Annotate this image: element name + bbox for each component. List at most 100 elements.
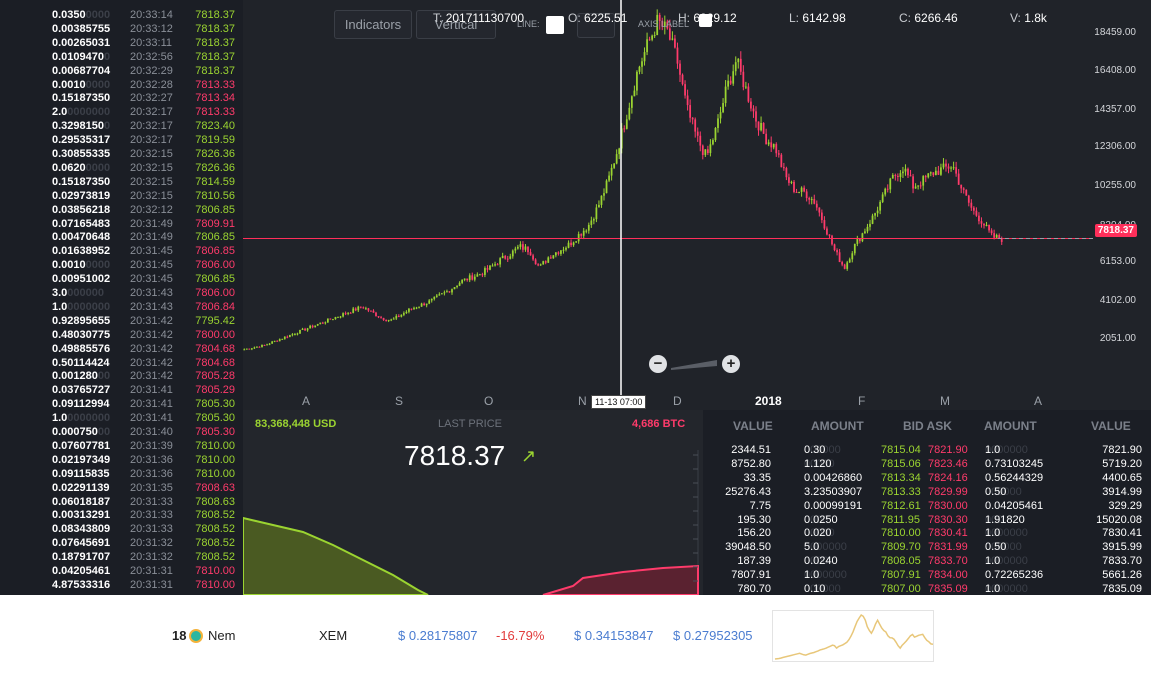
candle-body: [957, 173, 960, 185]
trade-price: 7813.34: [195, 92, 235, 105]
candle-body: [648, 39, 651, 41]
candle-body: [506, 258, 509, 260]
candle-body: [838, 252, 841, 263]
order-book-row[interactable]: 39048.50 5.0 0000000 7809.70 7831.99 0.50 0000…: [703, 540, 1151, 554]
bid-amount: 0.0240 0000: [804, 555, 838, 568]
candle-body: [547, 257, 550, 263]
candle-body: [615, 154, 618, 164]
candle-body: [496, 264, 499, 266]
line-checkbox[interactable]: [546, 16, 564, 34]
candle-body: [767, 142, 770, 145]
order-book-row[interactable]: 7807.91 1.0 0000000 7807.91 7834.00 0.7226523…: [731, 569, 1142, 582]
candle-body: [466, 278, 469, 281]
trade-row: 0.09115835 20:31:36 7810.00: [0, 467, 243, 481]
trade-amount: 0.15187350: [52, 175, 111, 188]
order-book-row[interactable]: 780.70 0.10 000000 7807.00 7835.09 1.0 0000000…: [703, 582, 1151, 595]
last-price-label: LAST PRICE: [438, 418, 502, 430]
trade-row: 0.02197349 20:31:36 7810.00: [0, 453, 243, 467]
candle-body: [486, 268, 489, 270]
y-tick-label: 10255.00: [1094, 180, 1136, 191]
line-style-dropdown[interactable]: [577, 13, 615, 38]
bid-price: 7813.33: [881, 485, 921, 498]
candle-body: [978, 215, 980, 222]
candle-body: [691, 117, 694, 120]
ohlc-open: O: 6225.51: [568, 11, 628, 25]
trade-row: 0.07645691 20:31:32 7808.52: [0, 536, 243, 550]
candle-body: [641, 61, 643, 67]
candle-body: [329, 318, 332, 320]
zoom-out-button[interactable]: −: [649, 355, 667, 373]
trade-time: 20:33:11: [130, 36, 173, 49]
candle-body: [803, 187, 806, 192]
candle-body: [929, 172, 932, 174]
trade-price: 7814.59: [195, 175, 235, 188]
vertical-button[interactable]: Vertical: [416, 10, 496, 39]
candle-body: [967, 195, 970, 203]
order-book-row[interactable]: 7.75 0.00099191 7812.61 7830.00 0.04205461 32…: [749, 499, 1142, 512]
candle-body: [276, 340, 279, 342]
trade-amount: 0.00100000: [52, 78, 111, 91]
zoom-slider[interactable]: [671, 358, 717, 370]
candle-body: [777, 153, 780, 155]
trade-row: 0.01638952 20:31:45 7806.85: [0, 244, 243, 258]
trade-price: 7806.85: [195, 231, 235, 244]
ask-price: 7821.90: [928, 444, 968, 456]
trade-time: 20:31:42: [130, 370, 173, 383]
candle-body: [362, 307, 365, 309]
price-chart[interactable]: Indicators Vertical LINE: AXIS LABEL T: …: [243, 0, 1151, 410]
order-book-row[interactable]: 156.20 0.020 00000 7810.00 7830.41 1.0 0000000…: [703, 526, 1151, 540]
candle-body: [909, 175, 912, 177]
trade-amount: 0.00951002: [52, 273, 111, 286]
line-label: LINE:: [517, 19, 540, 29]
trade-price: 7806.85: [195, 273, 235, 286]
candle-body: [382, 317, 385, 321]
order-book-row[interactable]: 187.39 0.0240 0000 7808.05 7833.70 1.0 0000000…: [703, 554, 1151, 568]
order-book-row[interactable]: 195.30 0.0250 0000 7811.95 7830.30 1.91820 000…: [703, 513, 1151, 527]
trade-row: 0.00075000 20:31:40 7805.30: [0, 425, 243, 439]
candle-body: [770, 142, 773, 148]
axis-label-label: AXIS LABEL: [638, 19, 690, 29]
trade-time: 20:31:31: [130, 578, 173, 591]
candle-body: [699, 135, 702, 146]
candle-body: [653, 35, 656, 37]
candle-body: [519, 244, 522, 247]
candle-body: [534, 259, 537, 265]
candle-body: [339, 316, 342, 318]
candle-body: [836, 250, 838, 253]
indicators-button[interactable]: Indicators: [334, 10, 412, 39]
bid-value: 7.75: [749, 499, 771, 512]
trade-amount: 0.30855335: [52, 148, 111, 160]
trade-row: 0.00385755 20:33:12 7818.37: [0, 22, 243, 36]
trend-up-icon: ↗: [521, 446, 537, 466]
trade-price: 7813.33: [195, 78, 235, 91]
ask-value: 7833.70: [1102, 555, 1142, 568]
order-book-row[interactable]: 2344.51 0.30 000000 7815.04 7821.90 1.0 000000…: [703, 443, 1151, 457]
bid-amount: 1.0 0000000: [804, 569, 847, 582]
bid-value: 8752.80: [731, 457, 771, 470]
trade-row: 0.01094700 20:32:56 7818.37: [0, 50, 243, 64]
candle-body: [704, 149, 707, 155]
trade-price: 7805.28: [195, 370, 235, 383]
trade-price: 7823.40: [195, 120, 235, 133]
candle-body: [902, 171, 904, 174]
trade-amount: 0.02291139: [52, 481, 110, 494]
candle-body: [478, 274, 481, 276]
order-book-row[interactable]: 8752.80 1.120 00000 7815.06 7823.46 0.7310324…: [731, 457, 1142, 470]
ask-price: 7835.09: [928, 583, 968, 595]
candle-body: [433, 296, 436, 299]
coin-row[interactable]: 18 Nem XEM $ 0.28175807 -16.79% $ 0.3415…: [0, 595, 1151, 674]
candlestick-chart[interactable]: [243, 0, 1151, 410]
trade-row: 0.00313291 20:31:33 7808.52: [0, 508, 243, 522]
coin-price: $ 0.28175807: [398, 628, 478, 643]
order-book-row[interactable]: 33.35 0.00426860 7813.34 7824.16 0.56244329 4…: [743, 471, 1142, 484]
order-book-row[interactable]: 25276.43 3.23503907 7813.33 7829.99 0.50 0000…: [725, 485, 1142, 498]
trade-amount: 0.08343809: [52, 523, 111, 536]
ask-price: 7830.30: [928, 513, 968, 526]
x-tick-label: N: [578, 394, 587, 408]
candle-body: [347, 312, 350, 314]
axis-label-checkbox[interactable]: [699, 14, 712, 27]
coin-name[interactable]: Nem: [208, 628, 236, 643]
candle-body: [937, 170, 940, 175]
zoom-in-button[interactable]: +: [722, 355, 740, 373]
y-tick-label: 6153.00: [1099, 256, 1136, 267]
